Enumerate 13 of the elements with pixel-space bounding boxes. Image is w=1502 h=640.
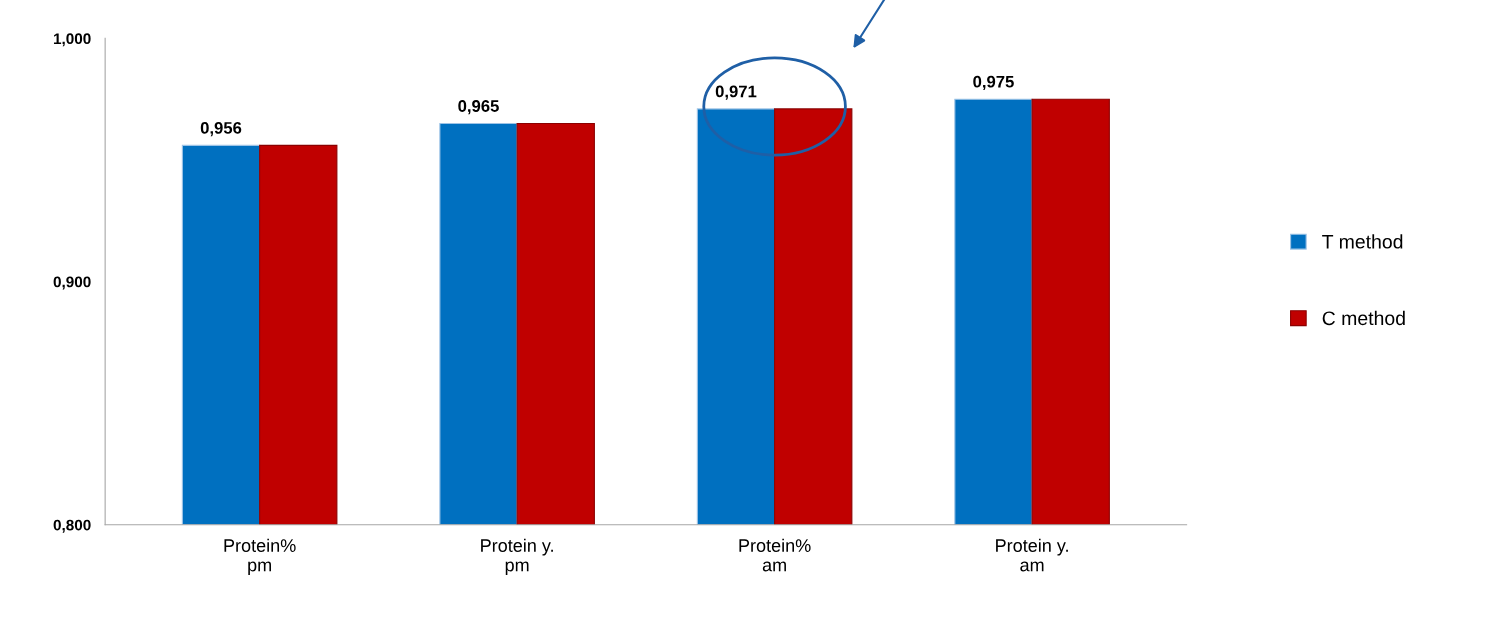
data-label: 0,975	[973, 75, 1014, 90]
x-tick-label: Protein% am	[739, 538, 811, 572]
y-tick-label: 0,800	[53, 519, 91, 533]
y-tick-label: 1,000	[53, 33, 91, 47]
x-tick-label: Protein% pm	[224, 538, 296, 575]
legend-label: T method	[1322, 234, 1403, 249]
x-tick-label: Protein y. am	[996, 538, 1068, 572]
data-label: 0,971	[715, 85, 757, 100]
y-tick-label: 0,900	[53, 276, 91, 290]
x-tick-label: Protein y. pm	[481, 538, 553, 575]
data-label: 0,965	[458, 100, 499, 115]
data-label: 0,956	[200, 121, 242, 137]
legend-label: C method	[1322, 310, 1405, 326]
